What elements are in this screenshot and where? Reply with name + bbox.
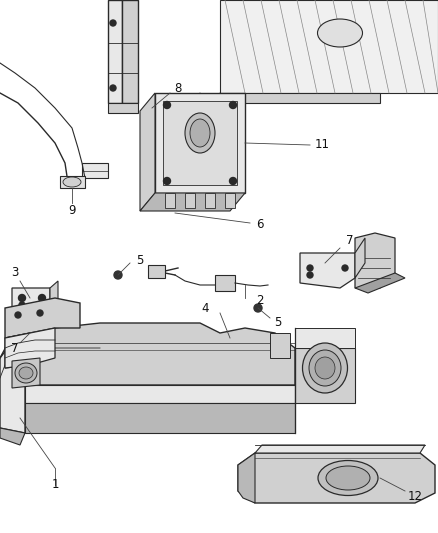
Polygon shape [225,193,235,208]
Circle shape [230,101,237,109]
Polygon shape [295,348,355,403]
Ellipse shape [303,343,347,393]
Polygon shape [0,338,25,433]
Text: 7: 7 [346,235,354,247]
Text: 5: 5 [274,317,282,329]
Polygon shape [238,453,255,503]
Polygon shape [220,0,438,93]
Text: 7: 7 [11,342,19,354]
Polygon shape [12,358,40,388]
Text: 11: 11 [314,139,329,151]
Polygon shape [12,288,50,315]
Text: 2: 2 [256,295,264,308]
Ellipse shape [326,466,370,490]
Text: 3: 3 [11,266,19,279]
Text: 12: 12 [407,490,423,504]
Circle shape [307,272,313,278]
Polygon shape [148,265,165,278]
Polygon shape [163,101,237,185]
Text: 6: 6 [256,219,264,231]
Polygon shape [108,0,122,103]
Text: 1: 1 [51,479,59,491]
Polygon shape [165,193,175,208]
Ellipse shape [318,19,363,47]
Ellipse shape [190,119,210,147]
Polygon shape [205,193,215,208]
Polygon shape [220,93,240,113]
Ellipse shape [185,113,215,153]
Circle shape [163,177,170,184]
Polygon shape [5,298,80,338]
Polygon shape [82,163,108,178]
Polygon shape [270,333,290,358]
Circle shape [15,312,21,318]
Circle shape [222,280,228,286]
Circle shape [114,271,122,279]
Circle shape [39,302,45,308]
Polygon shape [238,453,435,503]
Polygon shape [25,403,295,433]
Polygon shape [108,103,138,113]
Circle shape [276,342,285,351]
Ellipse shape [19,367,33,379]
Ellipse shape [315,357,335,379]
Polygon shape [295,328,355,348]
Polygon shape [50,281,58,308]
Polygon shape [140,93,155,211]
Circle shape [110,85,116,91]
Circle shape [342,265,348,271]
Polygon shape [5,328,55,368]
Polygon shape [355,273,405,293]
Circle shape [19,302,25,308]
Polygon shape [122,0,138,103]
Text: 9: 9 [68,205,76,217]
Circle shape [37,310,43,316]
Polygon shape [25,385,295,403]
Ellipse shape [15,363,37,383]
Polygon shape [185,193,195,208]
Polygon shape [355,233,395,288]
Circle shape [254,304,262,312]
Ellipse shape [309,350,341,386]
Text: 5: 5 [136,254,144,268]
Circle shape [110,20,116,26]
Circle shape [18,295,25,302]
Circle shape [39,295,46,302]
Polygon shape [60,176,85,188]
Polygon shape [355,238,365,278]
Ellipse shape [63,177,81,187]
Polygon shape [0,428,25,445]
Circle shape [163,101,170,109]
Circle shape [230,177,237,184]
Circle shape [307,265,313,271]
Polygon shape [25,323,295,385]
Text: 8: 8 [174,83,182,95]
Polygon shape [300,253,355,288]
Polygon shape [220,93,380,103]
Polygon shape [140,193,245,211]
Polygon shape [5,333,30,368]
Text: 4: 4 [201,302,209,314]
Polygon shape [215,275,235,291]
Ellipse shape [318,461,378,496]
Polygon shape [155,93,245,193]
Polygon shape [255,445,425,453]
